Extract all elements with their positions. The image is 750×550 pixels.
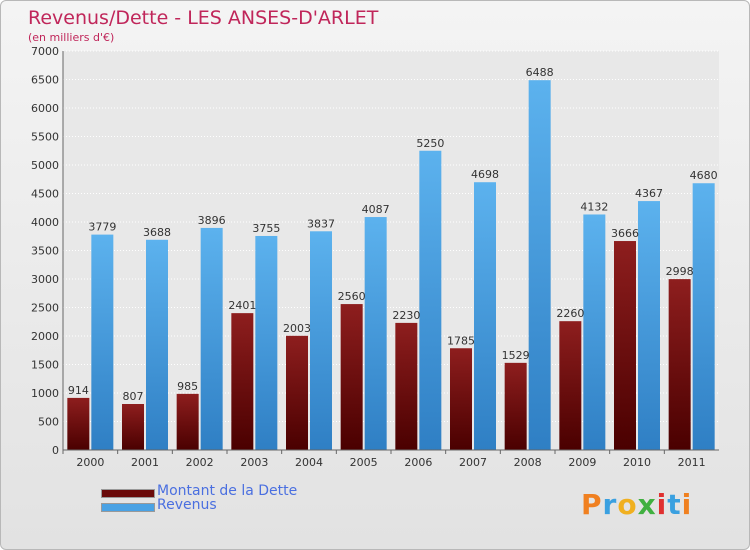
bar-dette — [668, 279, 691, 450]
data-label-revenus: 3779 — [88, 221, 116, 234]
logo-letter: x — [637, 488, 657, 521]
x-tick-label: 2000 — [76, 456, 104, 469]
data-label-revenus: 3688 — [143, 226, 171, 239]
x-tick-label: 2002 — [186, 456, 214, 469]
data-label-dette: 807 — [123, 390, 144, 403]
data-label-revenus: 4132 — [580, 200, 608, 213]
x-tick-label: 2003 — [240, 456, 268, 469]
y-tick-label: 7000 — [31, 45, 59, 58]
bar-revenus — [692, 183, 715, 451]
data-label-dette: 914 — [68, 384, 89, 397]
bar-revenus — [255, 235, 278, 450]
bar-dette — [122, 404, 144, 450]
x-tick-label: 2011 — [678, 456, 706, 469]
bar-dette — [504, 362, 527, 450]
x-tick-label: 2009 — [568, 456, 596, 469]
logo-letter: r — [602, 488, 618, 521]
bar-dette — [559, 321, 582, 450]
bar-dette — [231, 313, 254, 450]
data-label-revenus: 3837 — [307, 217, 335, 230]
bar-revenus — [200, 227, 223, 450]
bar-revenus — [91, 234, 114, 450]
logo-letter: i — [681, 488, 693, 521]
bar-revenus — [146, 239, 168, 450]
data-label-dette: 2230 — [392, 309, 420, 322]
data-label-dette: 3666 — [611, 227, 639, 240]
bar-revenus — [310, 231, 332, 450]
bar-dette — [286, 335, 308, 450]
y-tick-label: 3500 — [31, 245, 59, 258]
y-tick-label: 6000 — [31, 102, 59, 115]
y-tick-label: 2500 — [31, 302, 59, 315]
data-label-dette: 2560 — [338, 290, 366, 303]
bar-dette — [176, 393, 199, 450]
y-tick-label: 0 — [52, 444, 59, 457]
bar-revenus — [528, 80, 551, 451]
x-tick-label: 2007 — [459, 456, 487, 469]
data-label-revenus: 3755 — [252, 222, 280, 235]
legend-label-revenus: Revenus — [157, 497, 217, 513]
logo-letter: P — [581, 488, 603, 521]
logo-letter: i — [656, 488, 668, 521]
bar-revenus — [474, 182, 496, 451]
data-label-dette: 1785 — [447, 334, 475, 347]
y-tick-label: 5000 — [31, 159, 59, 172]
data-label-dette: 2401 — [228, 299, 256, 312]
chart-title: Revenus/Dette - LES ANSES-D'ARLET — [28, 7, 379, 29]
legend-swatch-revenus — [101, 503, 155, 512]
data-label-dette: 2998 — [666, 265, 694, 278]
data-label-dette: 1529 — [502, 349, 530, 362]
x-tick-label: 2010 — [623, 456, 651, 469]
bar-dette — [450, 348, 472, 450]
y-tick-label: 5500 — [31, 131, 59, 144]
x-tick-label: 2005 — [350, 456, 378, 469]
y-tick-label: 3000 — [31, 273, 59, 286]
bar-revenus — [364, 217, 387, 450]
data-label-revenus: 5250 — [416, 137, 444, 150]
y-tick-label: 1500 — [31, 359, 59, 372]
y-tick-label: 4500 — [31, 188, 59, 201]
legend-label-debt: Montant de la Dette — [157, 483, 298, 499]
y-tick-label: 4000 — [31, 216, 59, 229]
data-label-dette: 2260 — [556, 307, 584, 320]
proxiti-logo: Proxiti — [581, 488, 692, 521]
logo-letter: t — [667, 488, 682, 521]
logo-letter: o — [617, 488, 638, 521]
data-label-revenus: 6488 — [526, 66, 554, 79]
data-label-dette: 985 — [177, 380, 198, 393]
bar-revenus — [419, 150, 442, 450]
data-label-revenus: 4087 — [362, 203, 390, 216]
bar-revenus — [583, 214, 606, 450]
data-label-revenus: 4698 — [471, 168, 499, 181]
y-tick-label: 1000 — [31, 387, 59, 400]
bar-revenus — [638, 201, 660, 450]
x-tick-label: 2004 — [295, 456, 323, 469]
data-label-dette: 2003 — [283, 322, 311, 335]
x-tick-label: 2008 — [514, 456, 542, 469]
data-label-revenus: 4680 — [690, 169, 718, 182]
chart-subtitle: (en milliers d'€) — [28, 31, 115, 44]
bar-dette — [614, 241, 636, 450]
legend-swatch-debt — [101, 489, 155, 498]
data-label-revenus: 3896 — [198, 214, 226, 227]
y-tick-label: 6500 — [31, 74, 59, 87]
y-tick-label: 2000 — [31, 330, 59, 343]
bar-dette — [67, 397, 90, 450]
x-tick-label: 2001 — [131, 456, 159, 469]
bar-dette — [340, 304, 363, 450]
bar-dette — [395, 322, 418, 450]
data-label-revenus: 4367 — [635, 187, 663, 200]
x-tick-label: 2006 — [404, 456, 432, 469]
y-tick-label: 500 — [38, 416, 59, 429]
